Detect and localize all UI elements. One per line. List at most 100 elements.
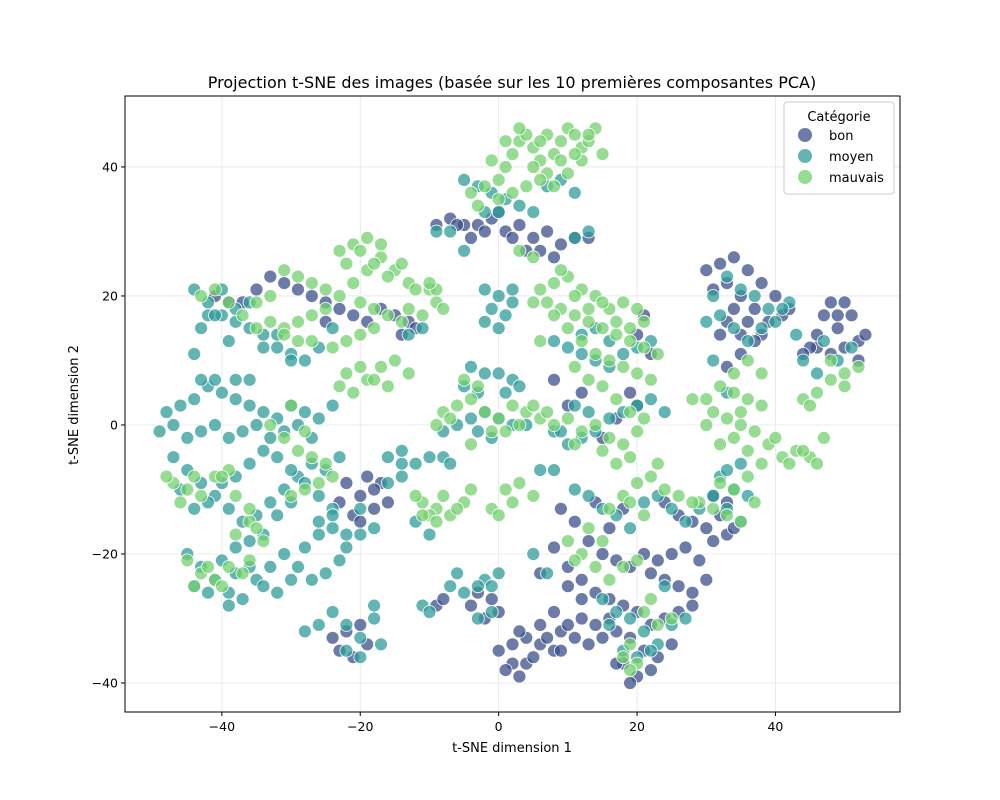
scatter-point-mauvais [180, 553, 195, 568]
scatter-point-moyen [353, 650, 368, 665]
scatter-point-moyen [325, 605, 340, 619]
scatter-point-mauvais [727, 366, 741, 381]
scatter-point-moyen [394, 469, 409, 484]
scatter-point-bon [505, 230, 520, 245]
scatter-point-moyen [242, 398, 257, 413]
scatter-point-bon [754, 276, 769, 291]
scatter-point-mauvais [401, 366, 416, 381]
scatter-point-moyen [374, 637, 388, 652]
scatter-point-moyen [180, 430, 195, 445]
scatter-point-moyen [443, 579, 458, 594]
scatter-point-moyen [477, 282, 492, 297]
scatter-point-mauvais [823, 372, 838, 387]
scatter-point-moyen [540, 566, 554, 581]
scatter-point-mauvais [581, 301, 596, 316]
scatter-point-bon [547, 372, 561, 387]
scatter-point-bon [367, 482, 382, 497]
scatter-point-mauvais [637, 605, 651, 619]
scatter-point-mauvais [740, 469, 755, 484]
scatter-point-mauvais [747, 495, 762, 510]
scatter-point-bon [823, 295, 838, 310]
scatter-point-mauvais [291, 314, 305, 329]
scatter-point-mauvais [339, 366, 354, 381]
scatter-point-mauvais [837, 366, 852, 381]
scatter-point-mauvais [706, 405, 721, 420]
scatter-point-moyen [256, 443, 271, 458]
scatter-point-moyen [242, 456, 257, 471]
scatter-point-mauvais [291, 443, 305, 458]
scatter-point-bon [561, 579, 575, 594]
scatter-point-moyen [491, 205, 506, 220]
scatter-point-moyen [484, 301, 499, 316]
scatter-point-mauvais [380, 379, 395, 394]
scatter-point-mauvais [727, 430, 741, 445]
scatter-point-mauvais [277, 430, 292, 445]
scatter-point-moyen [713, 308, 727, 323]
scatter-point-moyen [228, 392, 243, 407]
scatter-point-mauvais [740, 443, 755, 458]
scatter-point-mauvais [561, 166, 575, 181]
scatter-point-moyen [498, 308, 513, 323]
scatter-point-mauvais [353, 243, 368, 258]
y-tick-label: 20 [102, 288, 118, 303]
scatter-point-mauvais [644, 592, 658, 606]
scatter-point-moyen [844, 340, 859, 355]
scatter-point-bon [768, 289, 783, 303]
scatter-point-bon [360, 469, 375, 484]
scatter-point-bon [554, 643, 568, 658]
scatter-point-mauvais [637, 508, 651, 523]
scatter-point-mauvais [554, 153, 568, 168]
scatter-point-moyen [581, 224, 596, 239]
scatter-point-mauvais [491, 172, 506, 187]
scatter-point-mauvais [754, 398, 769, 413]
scatter-point-bon [644, 566, 658, 581]
scatter-point-moyen [491, 289, 506, 303]
scatter-point-mauvais [491, 411, 506, 426]
scatter-point-mauvais [595, 443, 610, 458]
scatter-point-bon [650, 553, 665, 568]
scatter-point-mauvais [512, 243, 527, 258]
scatter-point-mauvais [491, 192, 506, 207]
scatter-point-moyen [415, 321, 430, 336]
scatter-point-mauvais [512, 121, 527, 136]
scatter-point-moyen [644, 392, 658, 407]
scatter-point-moyen [270, 585, 285, 600]
scatter-point-moyen [623, 611, 637, 626]
scatter-point-moyen [505, 282, 520, 297]
scatter-point-moyen [194, 424, 209, 439]
scatter-point-moyen [235, 592, 250, 606]
scatter-point-moyen [152, 424, 167, 439]
scatter-point-moyen [547, 334, 561, 349]
scatter-point-mauvais [256, 534, 271, 548]
scatter-point-mauvais [436, 488, 451, 503]
scatter-point-mauvais [228, 488, 243, 503]
scatter-point-mauvais [339, 256, 354, 271]
scatter-point-mauvais [567, 127, 582, 142]
scatter-point-mauvais [657, 482, 672, 497]
scatter-point-mauvais [547, 308, 561, 323]
scatter-point-mauvais [318, 301, 333, 316]
scatter-point-mauvais [533, 334, 548, 349]
scatter-point-mauvais [505, 147, 520, 162]
scatter-point-mauvais [637, 340, 651, 355]
scatter-point-moyen [817, 334, 831, 349]
scatter-point-mauvais [616, 295, 631, 310]
scatter-point-mauvais [547, 276, 561, 291]
scatter-point-bon [561, 618, 575, 632]
scatter-point-mauvais [526, 160, 541, 174]
scatter-point-mauvais [180, 482, 195, 497]
scatter-point-moyen [166, 418, 181, 432]
scatter-point-mauvais [595, 321, 610, 336]
scatter-point-bon [464, 598, 478, 613]
scatter-point-mauvais [214, 579, 229, 594]
scatter-point-mauvais [574, 334, 589, 349]
scatter-point-moyen [325, 521, 340, 536]
scatter-point-mauvais [554, 134, 568, 149]
scatter-point-mauvais [360, 230, 375, 245]
scatter-point-moyen [706, 353, 721, 368]
scatter-point-mauvais [602, 501, 617, 516]
scatter-point-moyen [637, 624, 651, 639]
scatter-point-mauvais [602, 430, 617, 445]
scatter-point-mauvais [720, 411, 734, 426]
